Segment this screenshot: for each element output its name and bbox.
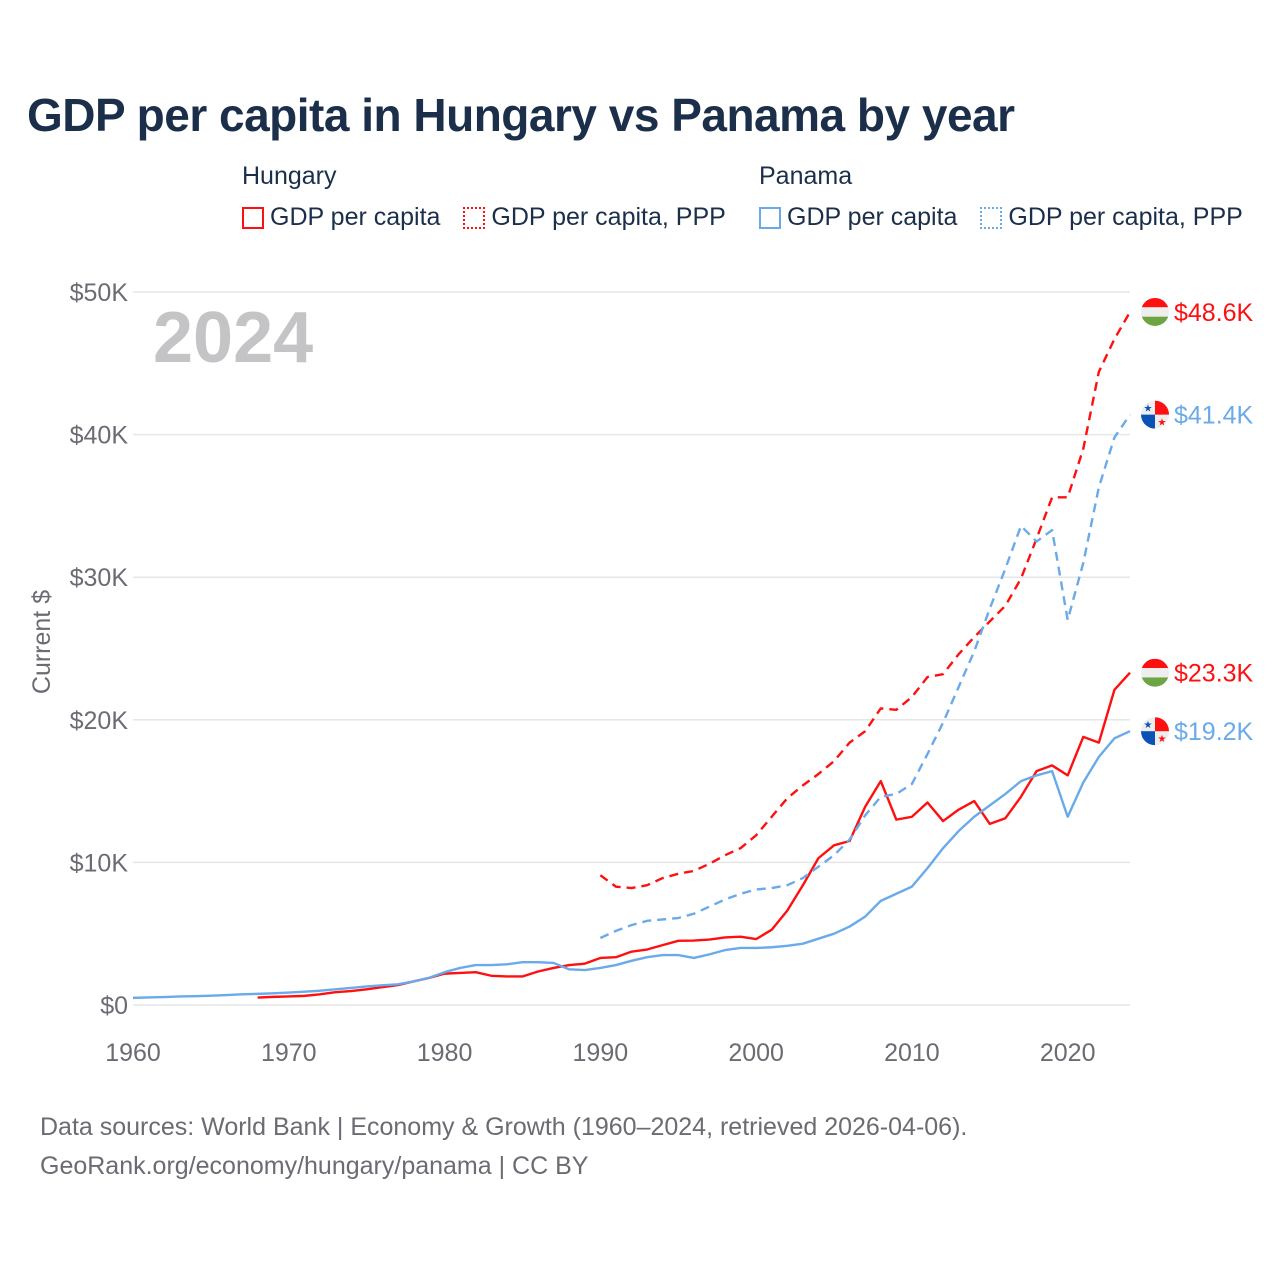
legend-label: GDP per capita, PPP	[491, 203, 726, 231]
panama-flag-icon: ★★	[1141, 717, 1169, 746]
y-tick-label: $0	[100, 992, 128, 1020]
flag-quarter	[1141, 731, 1155, 746]
chart-title: GDP per capita in Hungary vs Panama by y…	[27, 89, 1015, 141]
end-value-label: $19.2K	[1174, 718, 1254, 746]
legend-group-label: Panama	[759, 162, 853, 190]
legend-label: GDP per capita	[270, 203, 441, 231]
star-icon: ★	[1144, 720, 1153, 731]
legend-item-panama-ppp[interactable]: GDP per capita, PPP	[980, 203, 1243, 232]
flag-stripe	[1141, 307, 1169, 317]
legend-label: GDP per capita, PPP	[1008, 203, 1243, 231]
star-icon: ★	[1144, 404, 1153, 415]
series-line-panama-gdp-per-capita	[132, 730, 1131, 1000]
panama-flag-icon: ★★	[1141, 400, 1169, 429]
flag-quarter	[1155, 717, 1169, 732]
legend-item-hungary-gdp[interactable]: GDP per capita	[242, 203, 440, 232]
end-value-label: $23.3K	[1174, 660, 1254, 688]
legend-label: GDP per capita	[787, 203, 958, 231]
x-tick-label: 2020	[1040, 1039, 1096, 1067]
solid-swatch-icon	[759, 206, 781, 229]
dotted-swatch-icon	[463, 206, 486, 229]
x-tick-label: 1960	[105, 1039, 161, 1067]
flag-stripe	[1141, 668, 1169, 678]
flag-stripe	[1141, 677, 1169, 687]
series-line-panama-gdp-per-capita-ppp	[599, 413, 1131, 940]
footer: Data sources: World Bank | Economy & Gro…	[40, 1108, 967, 1186]
flag-body	[1141, 297, 1169, 326]
y-tick-label: $40K	[70, 422, 129, 450]
y-tick-label: $20K	[70, 707, 129, 735]
flag-stripe	[1141, 297, 1169, 308]
end-value-label: $48.6K	[1174, 299, 1254, 327]
star-icon: ★	[1158, 734, 1167, 745]
flag-body	[1141, 658, 1169, 687]
flag-stripe	[1141, 658, 1169, 669]
dotted-swatch-icon	[980, 206, 1003, 229]
y-tick-label: $10K	[70, 849, 129, 877]
x-tick-label: 2000	[728, 1039, 784, 1067]
y-tick-label: $30K	[70, 564, 129, 592]
legend-group-panama: Panama GDP per capita GDP per capita, PP…	[759, 162, 1259, 236]
x-tick-label: 2010	[884, 1039, 940, 1067]
x-tick-label: 1980	[417, 1039, 473, 1067]
legend-item-panama-gdp[interactable]: GDP per capita	[759, 203, 957, 232]
hungary-flag-icon	[1141, 658, 1169, 687]
end-value-label: $41.4K	[1174, 402, 1254, 430]
flag-body: ★★	[1141, 400, 1169, 429]
flag-quarter	[1155, 400, 1169, 415]
legend-item-hungary-ppp[interactable]: GDP per capita, PPP	[463, 203, 726, 232]
series-line-hungary-gdp-per-capita	[257, 671, 1131, 999]
legend-group-label: Hungary	[242, 162, 337, 190]
y-axis-label: Current $	[28, 590, 56, 694]
flag-quarter	[1141, 414, 1155, 429]
hungary-flag-icon	[1141, 297, 1169, 326]
series-line-hungary-gdp-per-capita-ppp	[599, 311, 1132, 890]
solid-swatch-icon	[242, 206, 264, 229]
flag-stripe	[1141, 316, 1169, 326]
y-tick-label: $50K	[70, 279, 129, 307]
star-icon: ★	[1158, 418, 1167, 429]
x-tick-label: 1970	[261, 1039, 317, 1067]
flag-body: ★★	[1141, 717, 1169, 746]
source-link[interactable]: GeoRank.org/economy/hungary/panama | CC …	[40, 1152, 589, 1180]
year-watermark: 2024	[153, 298, 313, 378]
legend-group-hungary: Hungary GDP per capita GDP per capita, P…	[242, 162, 742, 236]
x-tick-label: 1990	[573, 1039, 629, 1067]
data-sources: Data sources: World Bank | Economy & Gro…	[40, 1113, 968, 1141]
